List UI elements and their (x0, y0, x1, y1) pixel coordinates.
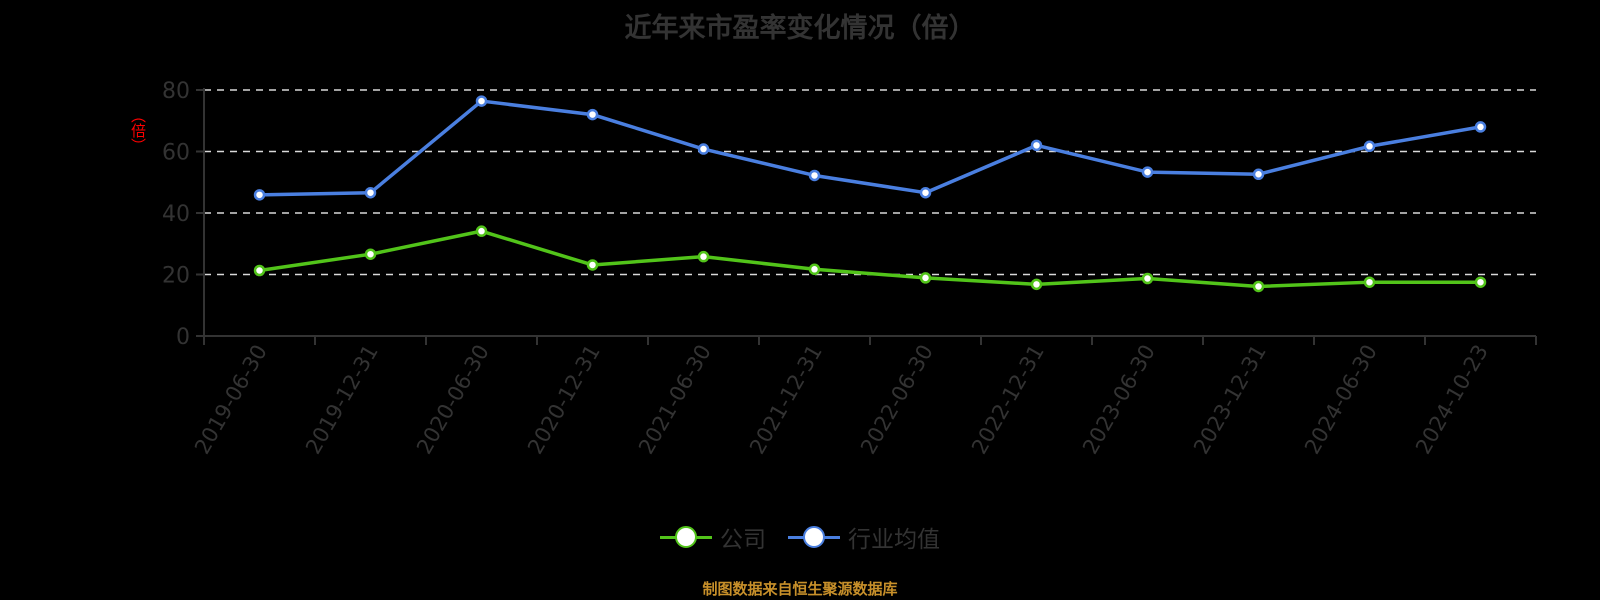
x-tick-label: 2022-06-30 (856, 341, 938, 459)
data-point-marker[interactable] (919, 272, 932, 284)
industry-line-marker-icon (788, 524, 840, 550)
legend-dot (803, 526, 825, 548)
data-point-marker[interactable] (808, 263, 821, 276)
x-tick-label: 2022-12-31 (967, 341, 1049, 459)
data-point-marker[interactable] (697, 250, 710, 263)
data-point-marker[interactable] (586, 108, 599, 121)
x-tick-label: 2021-06-30 (634, 341, 716, 459)
data-source-note: 制图数据来自恒生聚源数据库 (702, 580, 898, 598)
y-axis-unit-label: （倍） (129, 108, 147, 153)
data-point-marker[interactable] (364, 186, 377, 199)
legend-label: 公司 (720, 527, 766, 553)
legend-dot (675, 526, 697, 548)
x-tick-label: 2020-12-31 (523, 341, 605, 459)
chart-title: 近年来市盈率变化情况（倍） (624, 13, 976, 44)
x-axis: 2019-06-30 2019-12-31 2020-06-30 2020-12-31… (190, 335, 1537, 459)
data-point-marker[interactable] (1474, 121, 1487, 133)
y-tick-label: 40 (162, 202, 190, 227)
x-tick-label: 2020-06-30 (412, 341, 494, 459)
data-point-marker[interactable] (1474, 276, 1487, 288)
data-point-marker[interactable] (364, 248, 377, 260)
data-point-marker[interactable] (1252, 168, 1265, 181)
data-point-marker[interactable] (1141, 272, 1154, 285)
data-point-marker[interactable] (1141, 166, 1154, 178)
company-line-marker-icon (660, 524, 712, 550)
data-point-marker[interactable] (253, 189, 266, 201)
x-tick-label: 2019-12-31 (301, 341, 383, 459)
series-lines (253, 95, 1487, 293)
x-tick-label: 2019-06-30 (190, 341, 272, 459)
x-tick-label: 2023-06-30 (1078, 341, 1160, 459)
company-series-line (259, 229, 1481, 289)
y-tick-label: 0 (176, 325, 190, 350)
data-point-marker[interactable] (475, 225, 488, 237)
data-point-marker[interactable] (1252, 280, 1265, 293)
x-tick-label: 2024-06-30 (1300, 341, 1382, 459)
data-point-marker[interactable] (475, 95, 488, 107)
y-tick-label: 60 (162, 141, 190, 166)
legend-item-industry-average[interactable]: 行业均值 (788, 520, 940, 554)
x-tick-label: 2021-12-31 (745, 341, 827, 459)
data-point-marker[interactable] (1030, 139, 1043, 152)
y-tick-label: 80 (162, 79, 190, 104)
data-point-marker[interactable] (1363, 140, 1376, 153)
data-point-marker[interactable] (1030, 278, 1043, 291)
legend: 公司 行业均值 (0, 520, 1600, 554)
data-point-marker[interactable] (586, 259, 599, 271)
data-point-marker[interactable] (919, 186, 932, 199)
data-point-marker[interactable] (808, 169, 821, 182)
y-axis: 0 20 40 60 80 (162, 79, 205, 350)
legend-item-company[interactable]: 公司 (660, 520, 766, 554)
data-point-marker[interactable] (697, 143, 710, 155)
data-point-marker[interactable] (253, 264, 266, 277)
x-tick-label: 2023-12-31 (1189, 341, 1271, 459)
legend-label: 行业均值 (848, 527, 940, 553)
industry-series-line (259, 99, 1481, 197)
x-tick-label: 2024-10-23 (1411, 341, 1493, 459)
y-tick-label: 20 (162, 264, 190, 289)
data-point-marker[interactable] (1363, 276, 1376, 288)
